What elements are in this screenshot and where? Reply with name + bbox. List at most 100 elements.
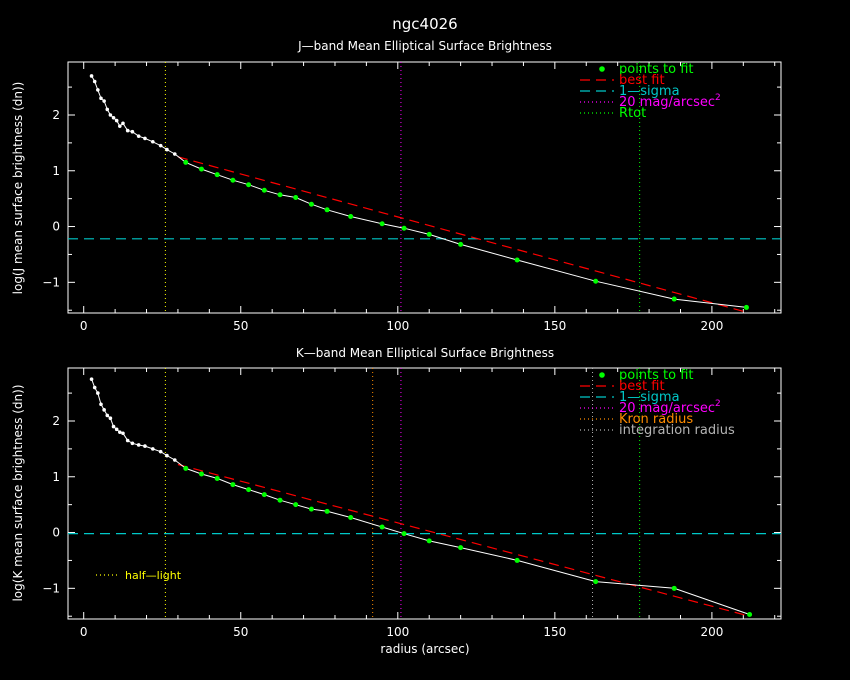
- k-band-xtick-label: 150: [543, 625, 566, 639]
- k-band-fit-point: [401, 531, 407, 537]
- k-band-axes-frame: [67, 367, 782, 620]
- k-band-profile-point: [118, 430, 122, 434]
- k-band-fit-point: [230, 482, 236, 488]
- j-band-profile-point: [158, 143, 163, 148]
- j-band-fit-point: [214, 172, 220, 178]
- j-band-fit-point: [198, 166, 204, 172]
- j-band-fit-point: [308, 201, 314, 207]
- j-band-panel: J—band Mean Elliptical Surface Brightnes…: [11, 39, 782, 333]
- j-band-fit-point: [348, 214, 354, 220]
- k-band-xtick-label: 100: [386, 625, 409, 639]
- k-band-profile-point: [102, 408, 106, 412]
- k-band-plot-area: [68, 368, 781, 619]
- k-band-profile-point: [143, 444, 147, 448]
- k-band-profile-point: [96, 391, 100, 395]
- j-band-profile-point: [108, 113, 113, 117]
- k-band-legend-label-kron: Kron radius: [619, 412, 693, 427]
- k-band-legend-superscript: 2: [715, 399, 721, 409]
- j-band-fit-point: [514, 257, 520, 263]
- j-band-legend-superscript: 2: [715, 93, 721, 103]
- j-band-fit-point: [246, 182, 252, 188]
- k-band-best-fit-line: [177, 463, 750, 617]
- k-band-legend-label-one-sigma: 1—sigma: [619, 390, 680, 405]
- j-band-profile-point: [143, 136, 147, 141]
- j-band-axes-frame: [67, 61, 782, 314]
- k-band-profile-point: [114, 427, 119, 432]
- k-band-fit-point: [183, 465, 189, 471]
- j-band-profile-point: [102, 99, 106, 103]
- j-band-xtick-label: 50: [233, 319, 248, 333]
- k-band-profile-point: [125, 438, 130, 443]
- k-band-legend-label-integration: integration radius: [619, 423, 735, 438]
- k-band-title: K—band Mean Elliptical Surface Brightnes…: [296, 346, 554, 360]
- j-band-legend-marker-points: [599, 66, 605, 72]
- j-band-xtick-label: 200: [700, 319, 723, 333]
- k-band-fit-point: [426, 538, 432, 544]
- k-band-profile-point: [89, 377, 94, 381]
- j-band-fit-point: [458, 241, 464, 247]
- j-band-fit-point: [277, 192, 283, 198]
- k-band-fit-point: [514, 557, 520, 563]
- k-band-profile-point: [121, 431, 125, 436]
- k-band-ytick-label: 1: [52, 470, 60, 484]
- k-band-profile-point: [172, 458, 177, 462]
- j-band-profile-point: [165, 147, 169, 152]
- j-band-ytick-label: −1: [42, 275, 60, 289]
- j-band-fit-point: [324, 207, 330, 213]
- j-band-profile-point: [121, 121, 125, 126]
- k-band-legend-marker-points: [599, 372, 605, 378]
- j-band-profile-point: [136, 134, 141, 138]
- j-band-fit-point: [671, 296, 677, 302]
- j-band-legend-label-rtot: Rtot: [619, 106, 646, 121]
- k-band-xtick-label: 0: [80, 625, 88, 639]
- k-band-ylabel: log(K mean surface brightness (dn)): [11, 384, 25, 601]
- k-band-profile-point: [158, 449, 163, 454]
- k-band-fit-point: [324, 508, 330, 514]
- j-band-profile-point: [118, 124, 122, 128]
- k-band-ytick-label: −1: [42, 581, 60, 595]
- j-band-profile-point: [92, 79, 97, 84]
- k-band-fit-point: [379, 524, 385, 530]
- j-band-ytick-label: 2: [52, 108, 60, 122]
- k-band-profile-point: [151, 447, 155, 451]
- j-band-best-fit-line: [177, 156, 744, 312]
- j-band-profile-point: [114, 118, 119, 123]
- j-band-profile-point: [130, 129, 135, 134]
- k-band-panel: K—band Mean Elliptical Surface Brightnes…: [11, 346, 782, 639]
- j-band-fit-point: [183, 159, 189, 165]
- k-band-xtick-label: 200: [700, 625, 723, 639]
- j-band-ytick-label: 0: [52, 220, 60, 234]
- k-band-profile-point: [136, 443, 141, 447]
- k-band-fit-point: [277, 497, 283, 503]
- k-band-xtick-label: 50: [233, 625, 248, 639]
- k-band-fit-point: [747, 612, 753, 618]
- k-band-profile-point: [99, 402, 103, 407]
- k-band-fit-point: [246, 487, 252, 493]
- half-light-annotation: half—light: [125, 569, 182, 582]
- k-band-profile-point: [130, 441, 135, 446]
- j-band-legend-label-one-sigma: 1—sigma: [619, 84, 680, 99]
- k-band-legend-label-points: points to fit: [619, 368, 694, 383]
- j-band-fit-point: [743, 304, 749, 310]
- k-band-legend-label-mag20: 20 mag/arcsec2: [619, 399, 721, 416]
- k-band-fit-point: [293, 502, 299, 508]
- j-band-legend-label-mag20: 20 mag/arcsec2: [619, 93, 721, 110]
- k-band-profile-point: [105, 413, 110, 418]
- j-band-fit-point: [261, 187, 267, 193]
- j-band-profile-point: [99, 96, 103, 101]
- k-band-fit-point: [458, 545, 464, 551]
- x-axis-label: radius (arcsec): [380, 642, 469, 656]
- k-band-fit-point: [308, 506, 314, 512]
- k-band-profile-point: [92, 385, 97, 390]
- j-band-fit-point: [401, 225, 407, 231]
- j-band-ylabel: log(J mean surface brightness (dn)): [11, 82, 25, 295]
- j-band-fit-point: [230, 177, 236, 183]
- j-band-xtick-label: 150: [543, 319, 566, 333]
- j-band-ytick-label: 1: [52, 164, 60, 178]
- k-band-fit-point: [671, 585, 677, 591]
- j-band-xtick-label: 0: [80, 319, 88, 333]
- j-band-profile-point: [172, 152, 177, 156]
- figure-title: ngc4026: [392, 15, 457, 33]
